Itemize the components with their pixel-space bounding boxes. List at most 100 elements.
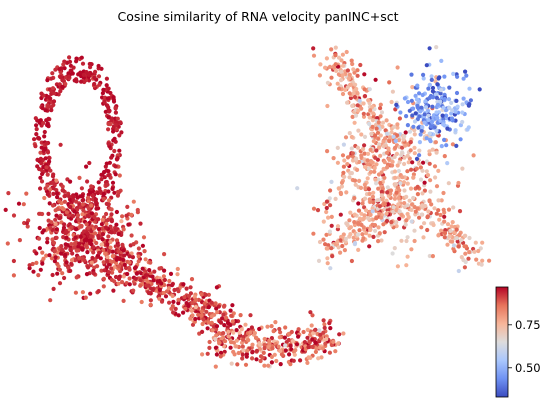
scatter-point — [417, 91, 422, 96]
scatter-point — [418, 177, 424, 182]
scatter-point — [375, 198, 380, 203]
scatter-point — [358, 62, 363, 68]
scatter-point — [219, 336, 224, 341]
scatter-point — [117, 148, 122, 153]
scatter-point — [323, 65, 328, 70]
scatter-point — [206, 305, 211, 310]
scatter-point — [282, 335, 287, 340]
scatter-point — [277, 335, 282, 340]
scatter-point — [240, 344, 245, 349]
scatter-point — [43, 156, 48, 161]
scatter-point — [413, 209, 418, 214]
scatter-point — [33, 144, 38, 149]
scatter-point — [27, 266, 32, 271]
scatter-point — [111, 95, 116, 100]
scatter-point — [372, 169, 377, 174]
scatter-point — [422, 221, 427, 226]
scatter-point — [394, 151, 399, 156]
scatter-point — [42, 195, 47, 201]
scatter-point — [460, 166, 465, 171]
scatter-point — [241, 348, 246, 353]
scatter-point — [370, 222, 375, 227]
scatter-point — [80, 212, 85, 217]
scatter-point — [53, 67, 58, 72]
scatter-point — [171, 310, 176, 315]
scatter-point — [48, 187, 53, 192]
scatter-point — [136, 246, 141, 251]
scatter-point — [472, 249, 477, 254]
scatter-point — [169, 306, 174, 311]
scatter-point — [88, 65, 93, 70]
scatter-point — [106, 270, 111, 275]
scatter-point — [373, 228, 378, 233]
scatter-point — [434, 45, 439, 50]
scatter-point — [143, 273, 149, 278]
scatter-point — [290, 339, 295, 344]
scatter-point — [439, 58, 444, 64]
scatter-point — [334, 68, 339, 73]
scatter-point — [423, 105, 429, 110]
scatter-point — [366, 98, 371, 103]
scatter-point — [397, 116, 402, 121]
scatter-point — [213, 364, 218, 369]
scatter-point — [108, 90, 113, 96]
scatter-point — [113, 123, 119, 128]
scatter-point — [60, 247, 65, 252]
scatter-point — [86, 72, 91, 77]
scatter-point — [415, 103, 420, 108]
scatter-point — [350, 151, 355, 156]
scatter-point — [73, 258, 78, 263]
scatter-point — [377, 204, 382, 209]
scatter-point — [377, 231, 382, 236]
scatter-point — [427, 199, 432, 204]
scatter-point — [375, 130, 381, 135]
scatter-point — [136, 254, 141, 259]
scatter-point — [199, 309, 204, 314]
scatter-point — [451, 243, 457, 248]
scatter-point — [37, 225, 42, 231]
scatter-point — [338, 212, 343, 217]
scatter-point — [74, 275, 79, 280]
scatter-point — [411, 195, 416, 201]
scatter-point — [355, 167, 360, 172]
scatter-point — [45, 78, 50, 83]
scatter-point — [464, 73, 469, 78]
scatter-point — [209, 314, 214, 319]
scatter-point — [310, 313, 315, 318]
scatter-point — [218, 350, 224, 355]
scatter-point — [350, 158, 356, 163]
scatter-point — [449, 111, 454, 116]
scatter-point — [226, 334, 231, 339]
scatter-point — [70, 251, 75, 256]
scatter-point — [341, 232, 346, 237]
scatter-point — [48, 168, 53, 173]
scatter-point — [248, 330, 253, 335]
scatter-point — [355, 103, 360, 108]
scatter-point — [218, 320, 224, 325]
scatter-point — [323, 242, 328, 247]
scatter-point — [330, 254, 335, 259]
scatter-point — [260, 355, 265, 360]
scatter-point — [181, 282, 186, 287]
scatter-point — [390, 159, 395, 164]
scatter-point — [355, 91, 360, 96]
scatter-point — [347, 175, 352, 180]
scatter-point — [51, 102, 56, 108]
scatter-point — [436, 76, 441, 81]
scatter-point — [254, 335, 259, 340]
scatter-point — [343, 87, 348, 92]
scatter-point — [450, 142, 455, 147]
scatter-point — [459, 255, 464, 260]
scatter-point — [365, 176, 370, 181]
scatter-point — [340, 73, 345, 78]
scatter-point — [74, 79, 79, 84]
scatter-point — [414, 156, 420, 161]
scatter-point — [386, 146, 391, 151]
scatter-point — [34, 127, 39, 132]
scatter-point — [47, 253, 52, 258]
scatter-point — [301, 329, 306, 335]
scatter-point — [168, 271, 174, 276]
scatter-point — [62, 275, 67, 281]
scatter-point — [296, 327, 301, 332]
scatter-point — [411, 175, 416, 180]
